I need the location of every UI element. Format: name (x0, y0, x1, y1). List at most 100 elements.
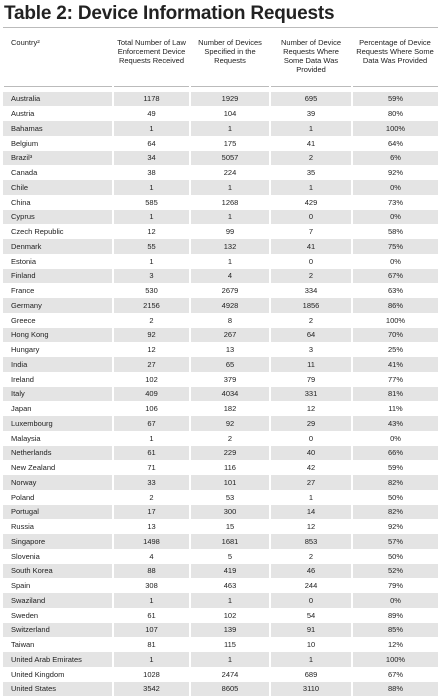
value-cell: 1498 (112, 534, 190, 549)
table-row: Singapore 1498 1681 853 57% (3, 534, 438, 549)
value-cell: 2679 (189, 283, 270, 298)
value-cell: 106 (112, 401, 190, 416)
value-cell: 175 (189, 135, 270, 151)
value-cell: 13 (112, 519, 190, 534)
value-cell: 71 (112, 460, 190, 475)
value-cell: 66% (351, 445, 438, 461)
value-cell: 64 (269, 327, 352, 343)
value-cell: 1 (112, 121, 190, 136)
value-cell: 1929 (189, 91, 270, 107)
value-cell: 14 (269, 504, 352, 520)
country-cell: Belgium (11, 138, 39, 148)
table-row: Norway 33 101 27 82% (3, 475, 438, 490)
value-cell: 132 (189, 239, 270, 254)
value-cell: 101 (189, 475, 270, 490)
country-cell: Spain (11, 581, 31, 591)
value-cell: 34 (112, 150, 190, 166)
table-row: Hungary 12 13 3 25% (3, 342, 438, 357)
table-row: Slovenia 4 5 2 50% (3, 548, 438, 564)
country-cell: Bahamas (3, 121, 113, 136)
table-row: Austria 49 104 39 80% (3, 106, 438, 121)
value-cell: 116 (189, 460, 270, 475)
table-row: Brazil³ 34 5057 2 6% (3, 150, 438, 166)
column-header: Percentage of Device Requests Where Some… (352, 27, 438, 87)
value-cell: 1 (269, 180, 352, 195)
value-cell: 42 (269, 460, 352, 475)
value-cell: 100% (351, 121, 438, 136)
value-cell: 59% (351, 91, 438, 107)
value-cell: 12% (351, 637, 438, 652)
value-cell: 102 (112, 371, 190, 387)
table-row: Sweden 61 102 54 89% (3, 607, 438, 623)
value-cell: 300 (189, 504, 270, 520)
value-cell: 429 (269, 194, 352, 210)
table-row: Italy 409 4034 331 81% (3, 386, 438, 402)
value-cell: 55 (112, 239, 190, 254)
table-row: Cyprus 1 1 0 0% (3, 209, 438, 225)
value-cell: 139 (189, 622, 270, 638)
value-cell: 6% (351, 150, 438, 166)
value-cell: 2156 (112, 298, 190, 313)
value-cell: 0 (269, 593, 352, 608)
value-cell: 88% (351, 681, 438, 697)
value-cell: 1856 (269, 298, 352, 313)
value-cell: 2 (269, 150, 352, 166)
value-cell: 1178 (112, 91, 190, 107)
value-cell: 41% (351, 357, 438, 372)
value-cell: 1 (189, 121, 270, 136)
value-cell: 104 (189, 106, 270, 121)
value-cell: 695 (269, 91, 352, 107)
value-cell: 334 (269, 283, 352, 298)
country-cell: Japan (11, 404, 32, 414)
value-cell: 7 (269, 224, 352, 239)
country-cell: Slovenia (11, 551, 40, 561)
column-header: Country² (3, 27, 113, 87)
value-cell: 67 (112, 416, 190, 431)
table-row: Ireland 102 379 79 77% (3, 371, 438, 387)
value-cell: 0% (351, 209, 438, 225)
value-cell: 27 (112, 357, 190, 372)
value-cell: 5 (189, 548, 270, 564)
country-cell: Hungary (11, 345, 40, 355)
country-cell: Estonia (11, 256, 37, 266)
value-cell: 81 (112, 637, 190, 652)
value-cell: 64% (351, 135, 438, 151)
country-cell: Canada (11, 168, 38, 178)
table-row: Australia 1178 1929 695 59% (3, 91, 438, 107)
title: Table 2: Device Information Requests (4, 3, 335, 24)
country-cell: Singapore (3, 534, 113, 549)
value-cell: 13 (189, 342, 270, 357)
value-cell: 88 (112, 563, 190, 579)
value-cell: 29 (269, 416, 352, 431)
country-cell: Ireland (11, 374, 34, 384)
value-cell: 2 (269, 268, 352, 284)
value-cell: 2474 (189, 666, 270, 682)
value-cell: 2 (112, 312, 190, 328)
value-cell: 53 (189, 489, 270, 505)
value-cell: 89% (351, 607, 438, 623)
value-cell: 224 (189, 165, 270, 180)
value-cell: 585 (112, 194, 190, 210)
table-row: Canada 38 224 35 92% (3, 165, 438, 180)
value-cell: 0% (351, 180, 438, 195)
value-cell: 8605 (189, 681, 270, 697)
value-cell: 1 (189, 209, 270, 225)
value-cell: 0% (351, 430, 438, 446)
value-cell: 17 (112, 504, 190, 520)
value-cell: 1681 (189, 534, 270, 549)
value-cell: 0 (269, 430, 352, 446)
country-cell: Germany (3, 298, 113, 313)
value-cell: 0% (351, 253, 438, 269)
table-row: Greece 2 8 2 100% (3, 312, 438, 328)
value-cell: 86% (351, 298, 438, 313)
country-cell: China (11, 197, 31, 207)
country-cell: Chile (3, 180, 113, 195)
value-cell: 1 (189, 180, 270, 195)
country-cell: United Kingdom (11, 669, 65, 679)
spacer-row (2, 86, 438, 92)
value-cell: 52% (351, 563, 438, 579)
value-cell: 530 (112, 283, 190, 298)
value-cell: 1 (112, 652, 190, 667)
value-cell: 100% (351, 652, 438, 667)
value-cell: 92% (351, 165, 438, 180)
